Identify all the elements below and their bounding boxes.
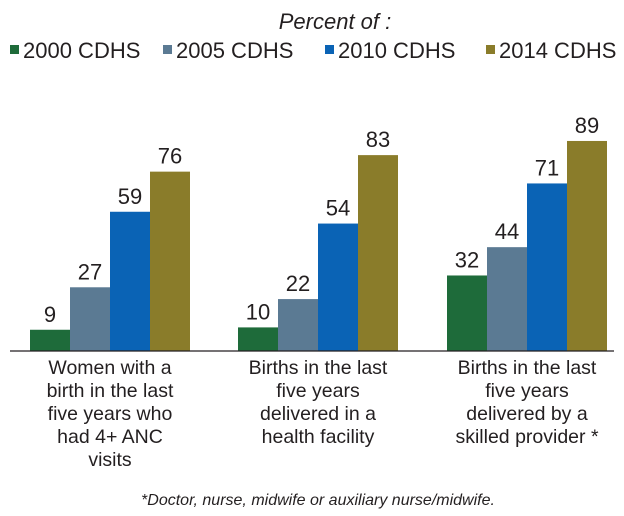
category-label-3-line-3: delivered by a <box>466 403 588 425</box>
value-label-group1-series3: 59 <box>118 184 142 209</box>
value-label-group3-series3: 71 <box>535 155 559 180</box>
footnote: *Doctor, nurse, midwife or auxiliary nur… <box>141 492 495 509</box>
value-label-group1-series4: 76 <box>158 144 182 169</box>
value-label-group3-series1: 32 <box>455 247 479 272</box>
category-label-3: Births in the last five years delivered by… <box>455 357 598 448</box>
bar-group3-series4 <box>567 140 607 351</box>
bar-group3-series3 <box>527 183 567 351</box>
legend-swatch-4 <box>486 45 495 54</box>
bar-group2-series2 <box>278 299 318 351</box>
bar-group2-series1 <box>238 327 278 351</box>
bar-group1-series1 <box>30 329 70 351</box>
category-label-2-line-3: delivered in a <box>260 403 376 425</box>
bar-group3-series2 <box>487 247 527 351</box>
bar-group1-series2 <box>70 287 110 351</box>
legend-label-4: 2014 CDHS <box>499 38 616 63</box>
value-label-group2-series1: 10 <box>246 299 270 324</box>
legend-swatch-1 <box>10 45 19 54</box>
category-label-1: Women with a birth in the last five years … <box>47 357 174 471</box>
bar-group2-series4 <box>358 155 398 351</box>
value-label-group3-series4: 89 <box>575 113 599 138</box>
value-label-group1-series1: 9 <box>44 302 56 327</box>
bars <box>30 140 607 351</box>
bar-group3-series1 <box>447 275 487 351</box>
category-label-1-line-5: visits <box>88 449 132 471</box>
legend-label-2: 2005 CDHS <box>176 38 293 63</box>
value-labels: 9 27 59 76 10 22 54 83 32 44 71 89 <box>44 113 599 327</box>
category-label-3-line-1: Births in the last <box>458 357 597 379</box>
bar-group1-series3 <box>110 211 150 351</box>
value-label-group3-series2: 44 <box>495 219 519 244</box>
category-label-2-line-1: Births in the last <box>249 357 388 379</box>
legend-label-1: 2000 CDHS <box>23 38 140 63</box>
value-label-group1-series2: 27 <box>78 259 102 284</box>
category-label-2-line-2: five years <box>276 380 360 402</box>
chart-subtitle: Percent of : <box>279 9 392 34</box>
bar-group1-series4 <box>150 171 190 351</box>
bar-group2-series3 <box>318 223 358 351</box>
category-label-2: Births in the last five years delivered in… <box>249 357 388 448</box>
category-label-1-line-4: had 4+ ANC <box>57 426 163 448</box>
category-label-3-line-2: five years <box>485 380 569 402</box>
category-label-1-line-3: five years who <box>48 403 173 425</box>
legend-label-3: 2010 CDHS <box>338 38 455 63</box>
category-label-1-line-2: birth in the last <box>47 380 174 402</box>
value-label-group2-series2: 22 <box>286 271 310 296</box>
legend: 2000 CDHS 2005 CDHS 2010 CDHS 2014 CDHS <box>10 38 616 63</box>
legend-swatch-3 <box>325 45 334 54</box>
category-label-1-line-1: Women with a <box>48 357 171 379</box>
category-labels: Women with a birth in the last five years … <box>47 357 599 471</box>
category-label-3-line-4: skilled provider * <box>455 426 598 448</box>
legend-swatch-2 <box>163 45 172 54</box>
category-label-2-line-4: health facility <box>262 426 375 448</box>
value-label-group2-series4: 83 <box>366 127 390 152</box>
value-label-group2-series3: 54 <box>326 196 350 221</box>
